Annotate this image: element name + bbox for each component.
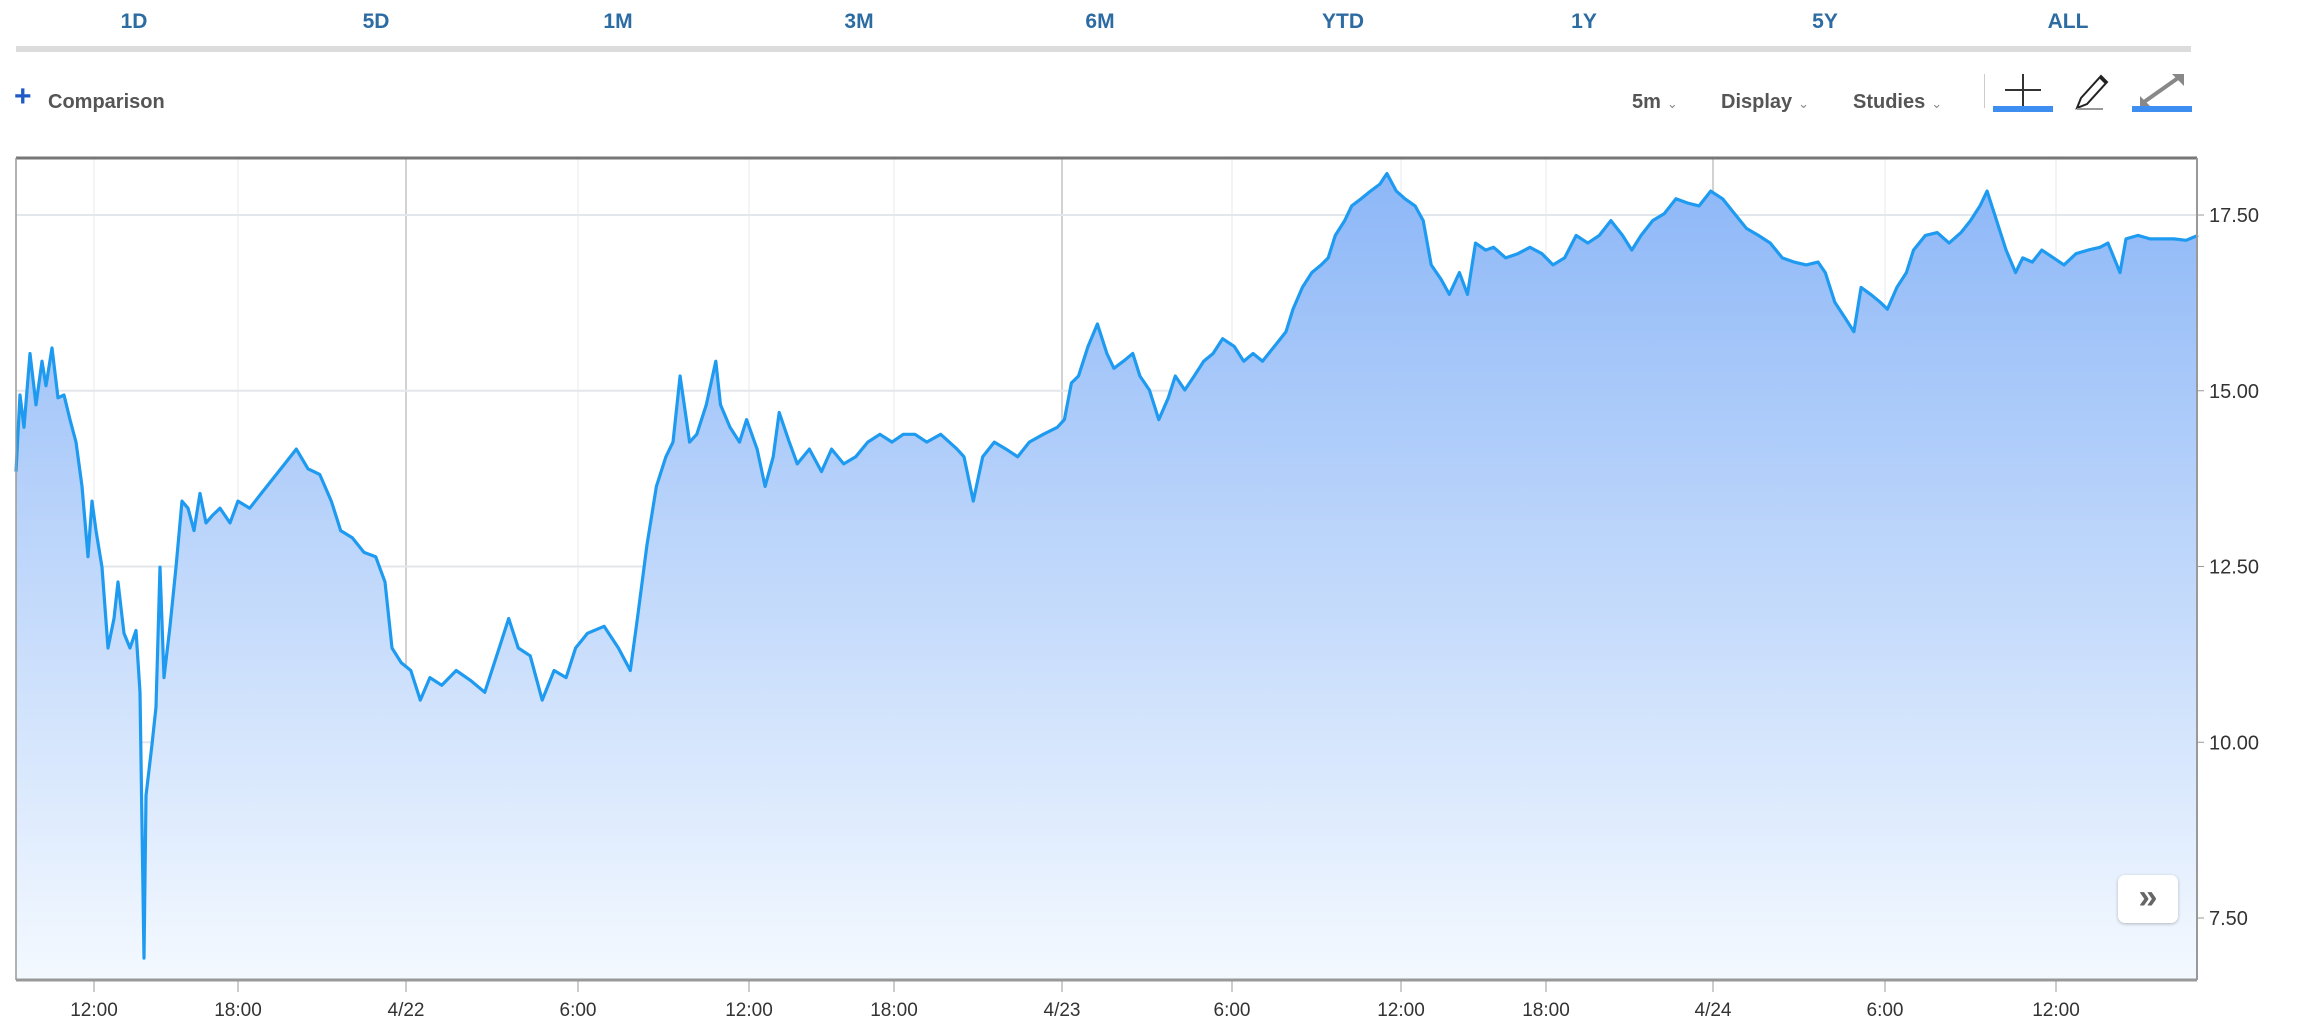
y-tick-label: 10.00 <box>2209 732 2259 754</box>
chevron-down-icon: ⌄ <box>1931 96 1943 111</box>
chevron-down-icon: ⌄ <box>1666 96 1678 111</box>
tab-all[interactable]: ALL <box>2047 10 2089 33</box>
tab-1d[interactable]: 1D <box>120 10 148 33</box>
x-tick-label: 6:00 <box>560 1000 597 1021</box>
crosshair-icon[interactable] <box>1993 72 2053 112</box>
x-tick-label: 12:00 <box>70 1000 118 1021</box>
y-tick-label: 17.50 <box>2209 205 2259 227</box>
x-tick-label: 6:00 <box>1867 1000 1904 1021</box>
studies-dropdown[interactable]: Studies ⌄ <box>1853 91 1942 114</box>
range-tab-bar <box>16 46 2191 52</box>
plus-icon[interactable]: + <box>14 80 32 113</box>
display-label: Display <box>1721 91 1793 113</box>
x-tick-label: 12:00 <box>1377 1000 1425 1021</box>
x-tick-label: 12:00 <box>2032 1000 2080 1021</box>
price-line <box>14 171 2199 960</box>
comparison-button[interactable]: Comparison <box>48 91 165 113</box>
toolbar-divider <box>1984 74 1985 108</box>
chevron-down-icon: ⌄ <box>1798 96 1810 111</box>
tab-ytd[interactable]: YTD <box>1322 10 1364 33</box>
tab-6m[interactable]: 6M <box>1085 10 1115 33</box>
y-tick-label: 15.00 <box>2209 381 2259 403</box>
pencil-icon[interactable] <box>2073 72 2113 112</box>
x-tick-label: 4/23 <box>1044 1000 1081 1021</box>
double-chevron-right-icon: » <box>2138 878 2158 916</box>
studies-label: Studies <box>1853 91 1926 113</box>
x-tick-label: 18:00 <box>214 1000 262 1021</box>
expand-icon[interactable] <box>2132 72 2192 112</box>
y-tick-label: 12.50 <box>2209 557 2259 579</box>
tab-1y[interactable]: 1Y <box>1571 10 1597 33</box>
tab-5d[interactable]: 5D <box>362 10 390 33</box>
tab-5y[interactable]: 5Y <box>1812 10 1838 33</box>
area-fill <box>16 173 2198 980</box>
x-tick-label: 6:00 <box>1214 1000 1251 1021</box>
x-tick-label: 4/24 <box>1695 1000 1732 1021</box>
interval-dropdown[interactable]: 5m ⌄ <box>1632 91 1678 114</box>
display-dropdown[interactable]: Display ⌄ <box>1721 91 1809 114</box>
interval-value: 5m <box>1632 91 1661 113</box>
x-tick-label: 12:00 <box>725 1000 773 1021</box>
y-tick-label: 7.50 <box>2209 908 2248 930</box>
scroll-to-latest-button[interactable]: » <box>2118 875 2178 923</box>
tab-3m[interactable]: 3M <box>844 10 874 33</box>
x-tick-label: 18:00 <box>870 1000 918 1021</box>
x-tick-label: 4/22 <box>388 1000 425 1021</box>
x-tick-label: 18:00 <box>1522 1000 1570 1021</box>
tab-1m[interactable]: 1M <box>603 10 633 33</box>
